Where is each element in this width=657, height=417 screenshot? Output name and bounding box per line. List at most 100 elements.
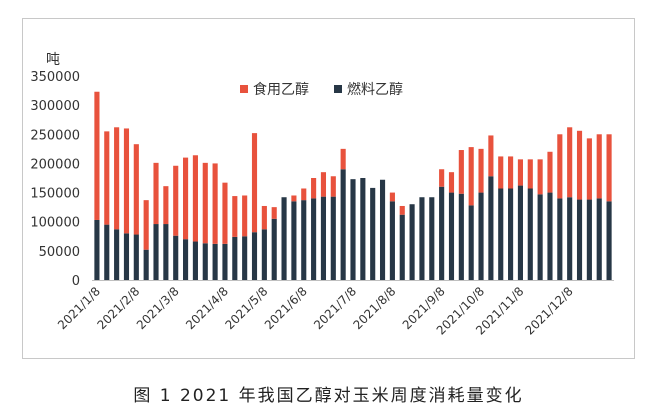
x-tick-label: 2021/6/8 <box>262 284 310 332</box>
bar-fuel-ethanol <box>114 229 120 280</box>
bar-fuel-ethanol <box>232 236 238 280</box>
bars <box>94 91 612 280</box>
bar-food-ethanol <box>311 178 317 199</box>
bar-food-ethanol <box>123 128 130 234</box>
bar-fuel-ethanol <box>458 193 464 280</box>
bar-food-ethanol <box>340 148 346 170</box>
bar-food-ethanol <box>439 169 445 187</box>
bar-fuel-ethanol <box>202 243 208 280</box>
bar-food-ethanol <box>537 159 543 195</box>
bar-food-ethanol <box>330 176 336 197</box>
bar-food-ethanol <box>242 195 248 237</box>
bar-fuel-ethanol <box>261 229 267 280</box>
bar-fuel-ethanol <box>340 169 346 280</box>
bar-fuel-ethanol <box>330 196 336 280</box>
bar-food-ethanol <box>557 134 563 199</box>
bar-fuel-ethanol <box>399 214 405 280</box>
bar-fuel-ethanol <box>468 205 474 280</box>
bar-fuel-ethanol <box>271 218 277 280</box>
bar-fuel-ethanol <box>133 234 139 280</box>
bar-fuel-ethanol <box>527 188 533 280</box>
x-tick-label: 2021/8/8 <box>351 284 399 332</box>
bar-fuel-ethanol <box>586 199 592 280</box>
bar-food-ethanol <box>153 162 159 225</box>
bar-fuel-ethanol <box>409 204 415 280</box>
bar-food-ethanol <box>458 150 464 194</box>
bar-fuel-ethanol <box>350 179 356 280</box>
bar-fuel-ethanol <box>517 185 523 280</box>
bar-fuel-ethanol <box>183 239 189 280</box>
bar-fuel-ethanol <box>429 197 435 280</box>
y-tick-label: 0 <box>72 274 80 289</box>
bar-fuel-ethanol <box>163 224 169 280</box>
bar-food-ethanol <box>271 207 277 219</box>
bar-food-ethanol <box>291 195 297 202</box>
bar-fuel-ethanol <box>379 179 386 280</box>
bar-fuel-ethanol <box>143 249 149 280</box>
bar-fuel-ethanol <box>94 219 100 280</box>
bar-fuel-ethanol <box>537 194 543 280</box>
bar-fuel-ethanol <box>242 236 248 280</box>
bar-fuel-ethanol <box>311 198 317 280</box>
bar-fuel-ethanol <box>281 197 287 280</box>
bar-fuel-ethanol <box>576 199 583 280</box>
bar-food-ethanol <box>547 151 553 193</box>
bar-fuel-ethanol <box>508 188 514 280</box>
bar-fuel-ethanol <box>222 243 228 280</box>
bar-food-ethanol <box>320 172 327 197</box>
x-tick-label: 2021/12/8 <box>522 284 575 337</box>
bar-fuel-ethanol <box>606 201 612 280</box>
bar-food-ethanol <box>104 131 110 225</box>
bar-fuel-ethanol <box>596 198 602 280</box>
bar-fuel-ethanol <box>251 232 258 280</box>
bar-food-ethanol <box>222 182 228 244</box>
bar-food-ethanol <box>173 165 179 236</box>
y-tick-label: 50000 <box>39 245 80 260</box>
bar-food-ethanol <box>261 205 267 230</box>
bar-fuel-ethanol <box>212 243 218 280</box>
y-tick-label: 150000 <box>30 187 80 202</box>
bar-food-ethanol <box>183 157 189 240</box>
bar-food-ethanol <box>567 127 573 198</box>
bar-fuel-ethanol <box>370 187 376 280</box>
bar-fuel-ethanol <box>448 192 455 280</box>
bar-food-ethanol <box>488 135 494 177</box>
bar-food-ethanol <box>576 130 583 200</box>
bar-fuel-ethanol <box>478 192 484 280</box>
bar-food-ethanol <box>192 155 198 242</box>
bar-food-ethanol <box>448 172 455 193</box>
bar-food-ethanol <box>586 138 592 200</box>
bar-food-ethanol <box>251 133 258 233</box>
bar-fuel-ethanol <box>419 197 425 280</box>
y-axis-unit: 吨 <box>46 52 60 68</box>
bar-fuel-ethanol <box>567 197 573 280</box>
bar-fuel-ethanol <box>192 241 198 280</box>
bar-fuel-ethanol <box>291 201 297 280</box>
bar-food-ethanol <box>133 144 139 235</box>
bar-food-ethanol <box>606 134 612 202</box>
y-tick-label: 100000 <box>30 216 80 231</box>
bar-food-ethanol <box>517 159 523 186</box>
bar-food-ethanol <box>114 127 120 230</box>
bar-fuel-ethanol <box>439 186 445 280</box>
bar-fuel-ethanol <box>320 196 327 280</box>
legend-label-food: 食用乙醇 <box>253 81 309 98</box>
bar-food-ethanol <box>94 91 100 220</box>
x-tick-label: 2021/3/8 <box>134 284 182 332</box>
bar-fuel-ethanol <box>153 224 159 280</box>
legend-label-fuel: 燃料乙醇 <box>347 81 403 98</box>
figure-caption: 图 1 2021 年我国乙醇对玉米周度消耗量变化 <box>133 386 524 406</box>
bar-food-ethanol <box>232 196 238 237</box>
bar-fuel-ethanol <box>557 198 563 280</box>
bar-food-ethanol <box>399 205 405 215</box>
bar-food-ethanol <box>212 163 218 244</box>
bar-fuel-ethanol <box>104 224 110 280</box>
bar-food-ethanol <box>498 156 504 189</box>
y-axis-ticks: 0 50000 100000 150000 200000 250000 300000 3500… <box>30 70 80 289</box>
chart: 0 50000 100000 150000 200000 250000 300000 3500… <box>30 52 614 338</box>
y-tick-label: 350000 <box>30 70 80 85</box>
bar-fuel-ethanol <box>301 200 307 280</box>
bar-fuel-ethanol <box>488 176 494 280</box>
bar-fuel-ethanol <box>547 192 553 280</box>
